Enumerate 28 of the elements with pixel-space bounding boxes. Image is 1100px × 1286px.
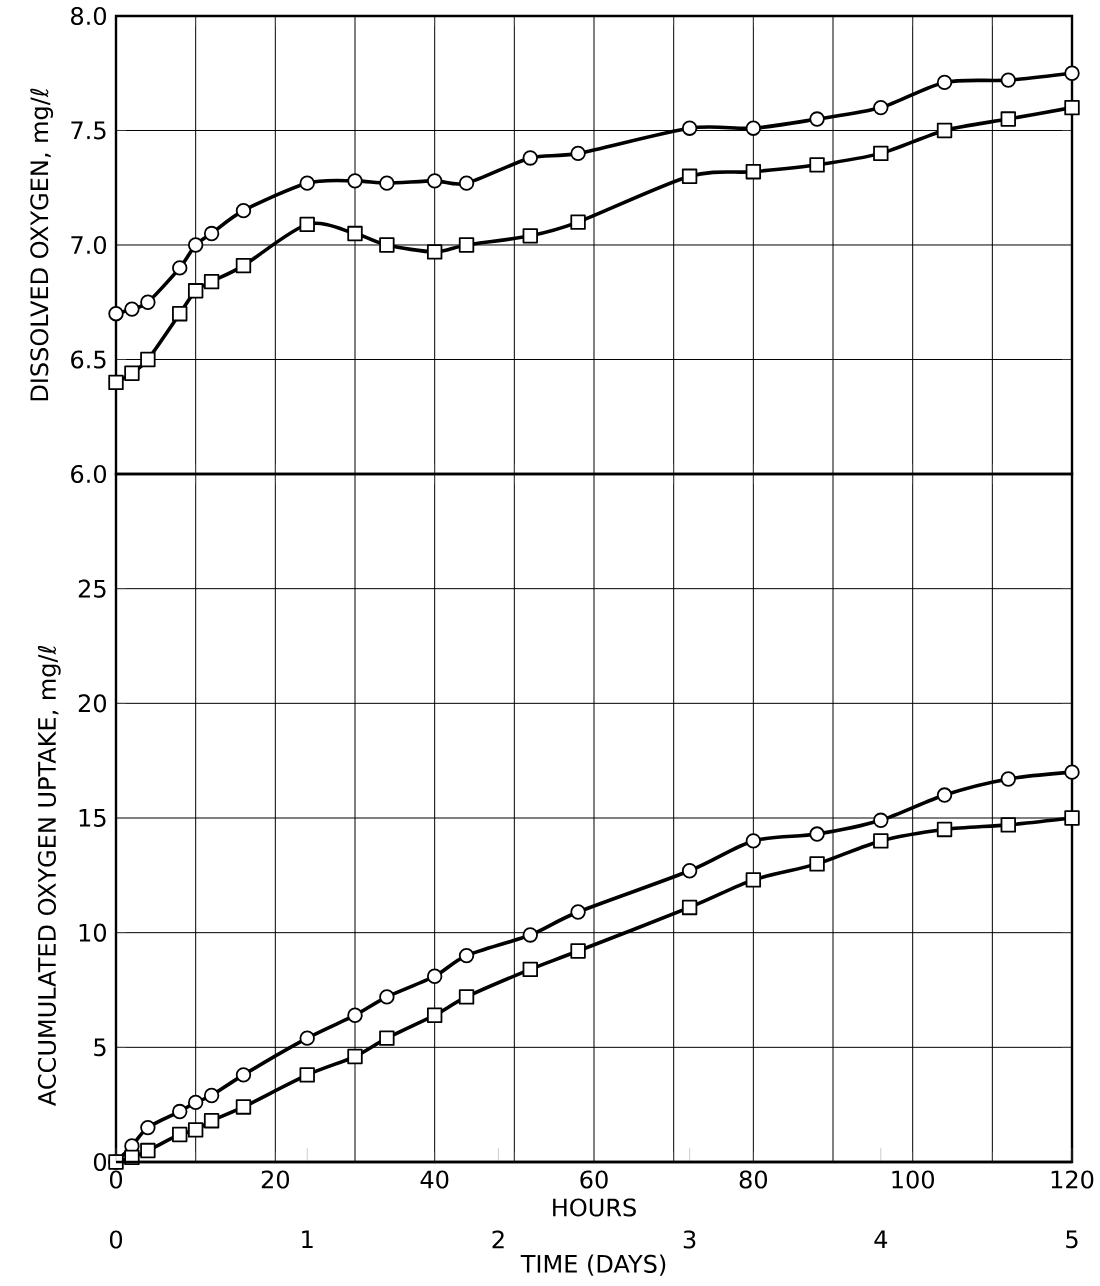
y-tick-label: 7.5 bbox=[71, 121, 106, 140]
x2-tick-label: 4 bbox=[874, 1230, 888, 1248]
x2-tick-label: 3 bbox=[683, 1230, 696, 1249]
x2-tick-label: 1 bbox=[302, 1230, 313, 1248]
y-tick-label: 7.0 bbox=[71, 235, 107, 255]
y-tick-label: 20 bbox=[78, 694, 107, 713]
y-tick-label: 0 bbox=[93, 1152, 107, 1172]
y-axis-title: ACCUMULATED OXYGEN UPTAKE, mg/ℓ bbox=[37, 645, 61, 1106]
x2-tick-label: 2 bbox=[492, 1230, 504, 1249]
y-axis-title: DISSOLVED OXYGEN, mg/ℓ bbox=[30, 88, 54, 401]
y-tick-label: 15 bbox=[79, 809, 106, 827]
x-tick-label: 0 bbox=[109, 1170, 123, 1189]
y-tick-label: 5 bbox=[94, 1038, 106, 1057]
y-tick-label: 25 bbox=[78, 579, 106, 598]
x2-tick-label: 0 bbox=[109, 1230, 123, 1249]
y-tick-label: 6.0 bbox=[71, 464, 107, 484]
x-tick-label: 100 bbox=[892, 1170, 934, 1189]
x-tick-label: 80 bbox=[739, 1170, 768, 1189]
x2-tick-label: 5 bbox=[1066, 1230, 1078, 1249]
x2-axis-title: TIME (DAYS) bbox=[520, 1254, 666, 1276]
x-tick-label: 20 bbox=[261, 1170, 290, 1189]
x-tick-label: 40 bbox=[420, 1170, 449, 1189]
y-tick-label: 10 bbox=[79, 923, 107, 942]
y-tick-label: 8.0 bbox=[71, 6, 107, 26]
x-tick-label: 60 bbox=[580, 1170, 608, 1189]
x-axis-title: HOURS bbox=[553, 1198, 636, 1217]
x-tick-label: 120 bbox=[1051, 1170, 1094, 1189]
y-tick-label: 6.5 bbox=[71, 350, 106, 369]
